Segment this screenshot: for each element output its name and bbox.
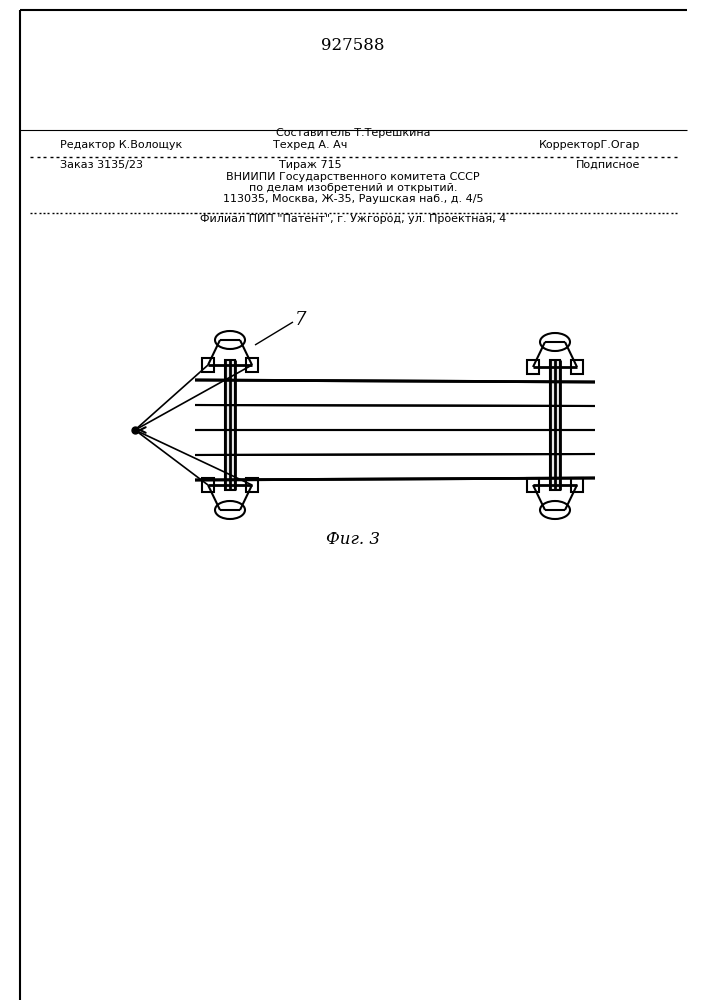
Text: 927588: 927588 [321,36,385,53]
Bar [527,478,539,492]
Bar [202,478,214,492]
Text: 113035, Москва, Ж-35, Раушская наб., д. 4/5: 113035, Москва, Ж-35, Раушская наб., д. … [223,194,484,204]
Bar [225,360,235,490]
Text: по делам изобретений и открытий.: по делам изобретений и открытий. [249,183,457,193]
Ellipse shape [540,333,570,351]
Text: ВНИИПИ Государственного комитета СССР: ВНИИПИ Государственного комитета СССР [226,172,480,182]
Bar [571,478,583,492]
Text: Составитель Т.Терешкина: Составитель Т.Терешкина [276,128,431,138]
Bar [202,358,214,372]
Text: Заказ 3135/23: Заказ 3135/23 [60,160,143,170]
Text: Фиг. 3: Фиг. 3 [326,532,380,548]
Ellipse shape [540,501,570,519]
Text: Техред А. Ач: Техред А. Ач [273,140,347,150]
Bar [246,358,258,372]
Text: Филиал ПИП "Патент", г. Ужгород, ул. Проектная, 4: Филиал ПИП "Патент", г. Ужгород, ул. Про… [200,214,506,224]
Bar [571,360,583,374]
Text: Редактор К.Волощук: Редактор К.Волощук [60,140,182,150]
Bar [527,360,539,374]
Bar [246,478,258,492]
Text: 7: 7 [295,311,307,329]
Ellipse shape [215,331,245,349]
Text: Тираж 715: Тираж 715 [279,160,341,170]
Text: Подписное: Подписное [575,160,640,170]
Bar [550,360,560,490]
Ellipse shape [215,501,245,519]
Text: КорректорГ.Огар: КорректорГ.Огар [539,140,640,150]
